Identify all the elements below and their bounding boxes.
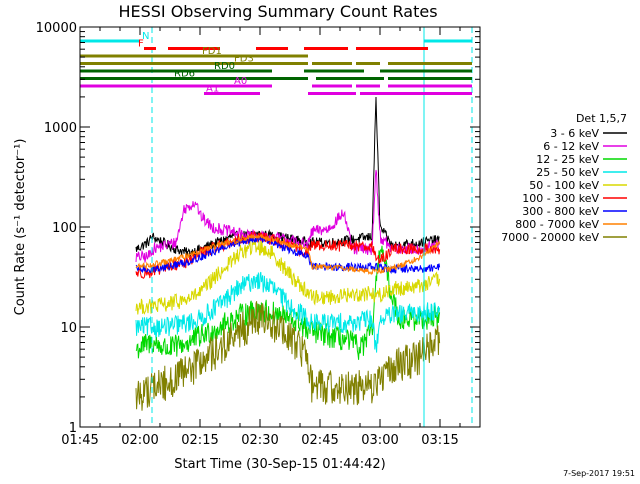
x-tick-label: 03:00 <box>361 433 398 448</box>
y-tick-label: 10 <box>60 321 77 336</box>
timestamp-footer: 7-Sep-2017 19:51 <box>563 469 635 478</box>
legend-entry-label: 12 - 25 keV <box>536 153 599 166</box>
flag-bar-label: A0 <box>234 76 247 87</box>
legend-entry-label: 50 - 100 keV <box>529 179 599 192</box>
flag-bar-label: FD1 <box>202 46 222 57</box>
y-axis-label: Count Rate (s⁻¹ detector⁻¹) <box>13 139 28 316</box>
flag-bar-label: F <box>138 39 144 50</box>
y-axis: 1 10 100 1000 10000 <box>36 21 480 436</box>
flag-bar-label: A1 <box>206 84 219 95</box>
flag-bar-label: RD0 <box>214 61 235 72</box>
flag-bar-label: FD3 <box>234 54 254 65</box>
x-tick-label: 02:00 <box>121 433 158 448</box>
y-tick-label: 1000 <box>44 121 77 136</box>
legend-entry-label: 100 - 300 keV <box>522 192 599 205</box>
legend-entry-label: 3 - 6 keV <box>550 127 599 140</box>
x-axis: 01:45 02:00 02:15 02:30 02:45 03:00 03:15 <box>61 27 481 448</box>
x-tick-label: 02:15 <box>181 433 218 448</box>
legend-title: Det 1,5,7 <box>576 112 627 125</box>
legend-entry-label: 6 - 12 keV <box>543 140 599 153</box>
legend-entry-label: 800 - 7000 keV <box>515 218 599 231</box>
series-line <box>135 271 441 353</box>
x-tick-label: 02:30 <box>241 433 278 448</box>
series-line <box>135 301 441 411</box>
series-line <box>135 233 441 276</box>
y-tick-label: 1 <box>69 421 77 436</box>
x-axis-label: Start Time (30-Sep-15 01:44:42) <box>174 457 385 472</box>
plot-data-layer <box>135 96 441 411</box>
legend-entry-label: 25 - 50 keV <box>536 166 599 179</box>
flag-bar-label: RD6 <box>174 69 195 80</box>
series-line <box>135 239 441 315</box>
series-line <box>135 96 440 257</box>
x-tick-label: 03:15 <box>421 433 458 448</box>
y-tick-label: 10000 <box>36 21 77 36</box>
y-tick-label: 100 <box>52 221 77 236</box>
legend-entry-label: 300 - 800 keV <box>522 205 599 218</box>
x-tick-label: 01:45 <box>61 433 98 448</box>
flag-bar-label: N <box>142 31 149 42</box>
legend-entry-label: 7000 - 20000 keV <box>501 231 599 244</box>
x-tick-label: 02:45 <box>301 433 338 448</box>
chart-title: HESSI Observing Summary Count Rates <box>118 2 437 21</box>
